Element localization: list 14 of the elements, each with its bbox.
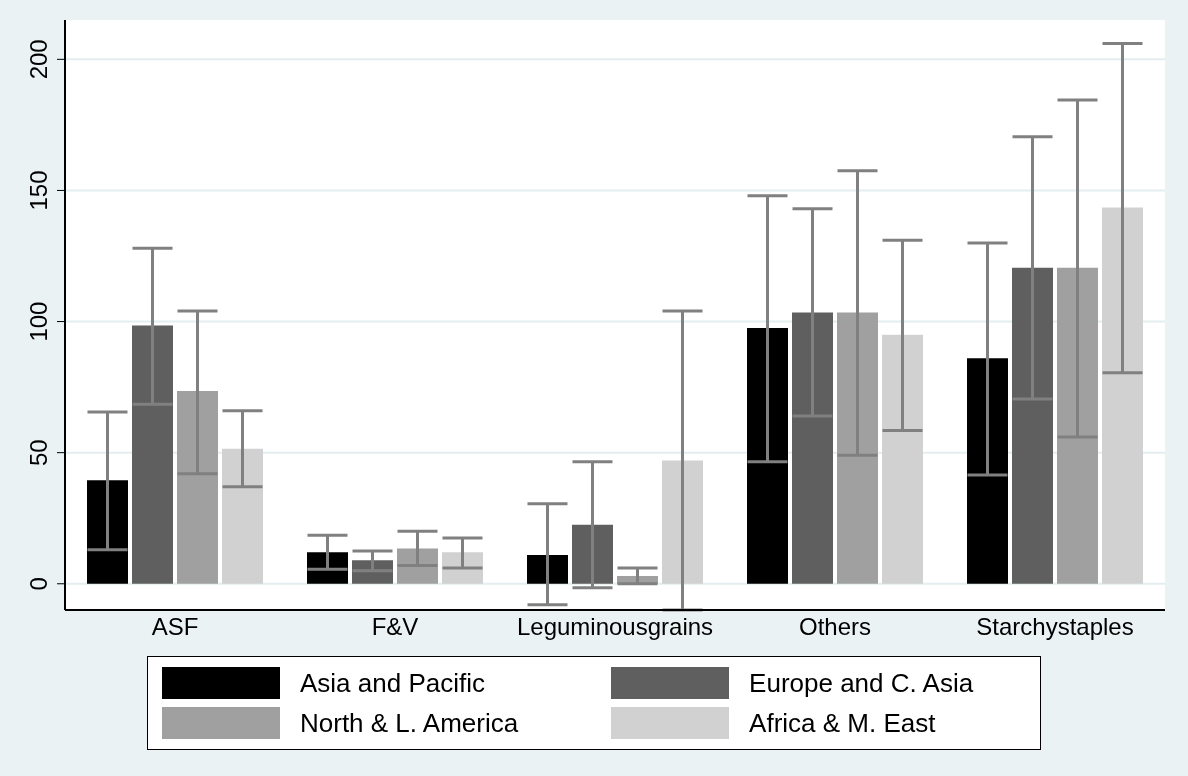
x-tick-label: Others (798, 613, 872, 641)
x-tick-label: Leguminousgrains (516, 613, 714, 641)
y-tick-label: 150 (25, 170, 52, 211)
x-tick-label: Starchystaples (976, 613, 1134, 641)
legend-label: Asia and Pacific (300, 667, 485, 699)
y-tick-label: 200 (25, 39, 52, 80)
legend-label: Africa & M. East (749, 707, 936, 739)
legend-label: Europe and C. Asia (749, 667, 974, 699)
y-tick-label: 0 (25, 577, 52, 591)
x-tick-label: F&V (371, 613, 419, 641)
legend-label: North & L. America (300, 707, 519, 739)
y-tick-label: 100 (25, 301, 52, 342)
y-tick-label: 50 (25, 439, 52, 467)
x-tick-label: ASF (151, 613, 199, 641)
